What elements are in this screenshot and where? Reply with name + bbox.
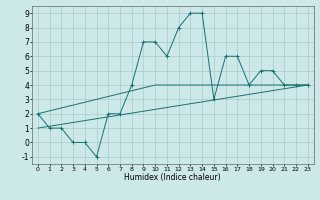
- X-axis label: Humidex (Indice chaleur): Humidex (Indice chaleur): [124, 173, 221, 182]
